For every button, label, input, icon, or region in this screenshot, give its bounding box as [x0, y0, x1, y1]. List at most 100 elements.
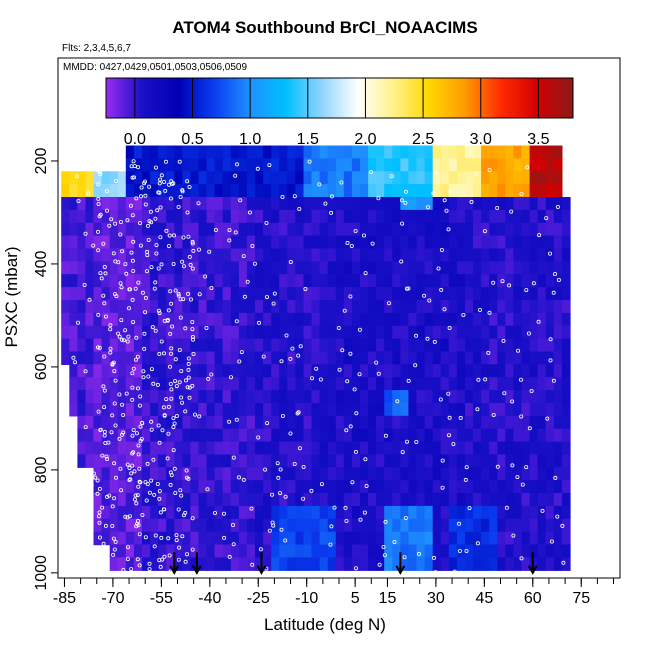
colorbar: 0.0 0.5 1.0 1.5 2.0 2.5 3.0 3.5 — [105, 77, 574, 148]
heatmap-cell — [311, 197, 321, 211]
sample-point — [163, 188, 168, 193]
heatmap-cell — [166, 428, 175, 443]
heatmap-cell — [529, 480, 539, 494]
heatmap-cell — [198, 209, 208, 224]
heatmap-cell — [150, 351, 159, 365]
heatmap-cell — [158, 287, 167, 301]
heatmap-cell — [295, 390, 305, 404]
heatmap-cell — [343, 403, 353, 417]
sample-point — [524, 465, 529, 470]
heatmap-cell — [133, 184, 143, 198]
heatmap-cell — [505, 325, 514, 340]
heatmap-cell — [440, 480, 450, 494]
heatmap-cell — [368, 274, 377, 288]
heatmap-cell — [295, 222, 305, 237]
heatmap-cell — [368, 544, 377, 558]
sample-point — [111, 251, 116, 256]
heatmap-cell — [384, 248, 393, 262]
heatmap-cell — [335, 428, 345, 443]
heatmap-cell — [392, 454, 401, 468]
heatmap-cell — [279, 544, 288, 558]
heatmap-cell — [376, 415, 385, 430]
heatmap-cell — [400, 351, 410, 365]
heatmap-cell — [513, 300, 523, 314]
colorbar-tick-label: 1.0 — [239, 131, 261, 148]
heatmap-cell — [158, 274, 167, 288]
heatmap-cell — [400, 364, 410, 378]
heatmap-cell — [553, 338, 563, 353]
sample-point — [456, 521, 461, 526]
heatmap-cell — [424, 338, 434, 353]
sample-point — [119, 488, 124, 493]
sample-point — [204, 325, 209, 330]
sample-point — [383, 433, 388, 438]
heatmap-cell — [465, 197, 474, 211]
heatmap-cell — [109, 235, 119, 250]
heatmap-cell — [561, 351, 571, 365]
heatmap-cell — [295, 325, 305, 340]
heatmap-cell — [182, 158, 192, 172]
heatmap-cell — [529, 493, 539, 507]
sample-point — [138, 394, 143, 399]
heatmap-cell — [497, 222, 506, 237]
heatmap-cell — [311, 415, 321, 430]
heatmap-cell — [456, 209, 466, 224]
heatmap-cell — [255, 274, 264, 288]
heatmap-cell — [206, 351, 216, 365]
heatmap-cell — [214, 493, 224, 507]
heatmap-cell — [142, 171, 151, 185]
heatmap-cell — [473, 351, 482, 365]
heatmap-cell — [142, 300, 151, 314]
heatmap-cell — [319, 261, 329, 275]
heatmap-cell — [117, 467, 127, 481]
heatmap-cell — [222, 454, 232, 468]
heatmap-cell — [117, 351, 127, 365]
heatmap-cell — [109, 403, 119, 417]
heatmap-cell — [174, 235, 183, 250]
heatmap-cell — [521, 158, 531, 172]
heatmap-cell — [279, 145, 288, 159]
heatmap-cell — [448, 171, 458, 185]
heatmap-cell — [279, 377, 288, 391]
heatmap-cell — [343, 300, 353, 314]
heatmap-cell — [392, 184, 401, 198]
sample-point — [190, 319, 195, 324]
heatmap-cell — [214, 441, 224, 456]
heatmap-cell — [93, 428, 103, 443]
heatmap-cell — [166, 248, 175, 262]
heatmap-cell — [133, 235, 143, 250]
heatmap-cell — [222, 403, 232, 417]
sample-point — [138, 424, 143, 429]
heatmap-cell — [529, 505, 539, 520]
heatmap-cell — [238, 390, 248, 404]
heatmap-cell — [166, 171, 175, 185]
heatmap-cell — [465, 364, 474, 378]
sample-point — [458, 415, 463, 420]
heatmap-cell — [400, 441, 410, 456]
heatmap-cell — [263, 171, 272, 185]
sample-point — [153, 533, 158, 538]
heatmap-cell — [327, 493, 337, 507]
heatmap-cell — [343, 480, 353, 494]
sample-point — [149, 220, 154, 225]
heatmap-cell — [360, 390, 369, 404]
heatmap-cell — [109, 428, 119, 443]
heatmap-cell — [263, 454, 272, 468]
heatmap-cell — [440, 325, 450, 340]
heatmap-cell — [416, 184, 426, 198]
sample-point — [146, 237, 151, 242]
heatmap-cell — [400, 505, 410, 520]
heatmap-cell — [513, 364, 523, 378]
heatmap-cell — [230, 480, 240, 494]
sample-point — [156, 266, 161, 271]
heatmap-cell — [327, 351, 337, 365]
heatmap-cell — [513, 493, 523, 507]
heatmap-cell — [384, 557, 393, 571]
heatmap-cell — [327, 222, 337, 237]
heatmap-cell — [166, 518, 175, 533]
heatmap-cell — [238, 403, 248, 417]
heatmap-cell — [343, 531, 353, 546]
heatmap-cell — [360, 480, 369, 494]
heatmap-cell — [456, 274, 466, 288]
sample-point — [71, 355, 76, 360]
